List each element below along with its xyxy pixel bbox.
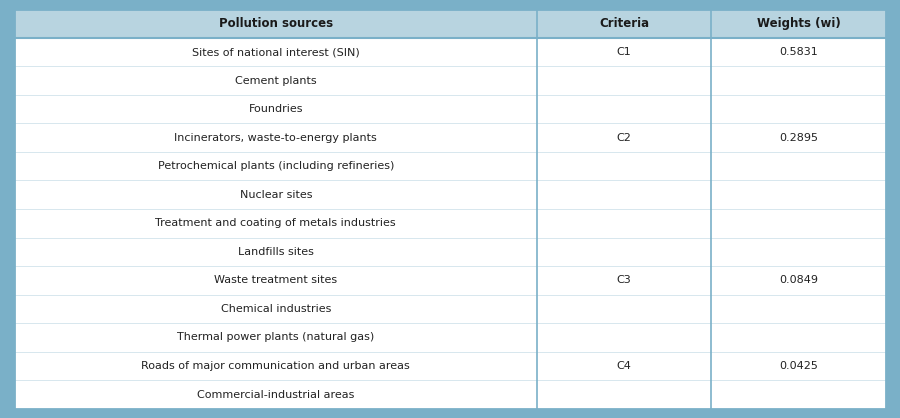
Text: Waste treatment sites: Waste treatment sites — [214, 275, 338, 285]
Text: C1: C1 — [616, 47, 632, 57]
Text: Chemical industries: Chemical industries — [220, 304, 331, 314]
Text: Foundries: Foundries — [248, 104, 303, 114]
Text: 0.5831: 0.5831 — [779, 47, 818, 57]
Text: 0.0849: 0.0849 — [779, 275, 818, 285]
Text: C2: C2 — [616, 133, 632, 143]
Text: Commercial-industrial areas: Commercial-industrial areas — [197, 390, 355, 400]
Text: Thermal power plants (natural gas): Thermal power plants (natural gas) — [177, 332, 374, 342]
Text: Treatment and coating of metals industries: Treatment and coating of metals industri… — [156, 218, 396, 228]
Text: Sites of national interest (SIN): Sites of national interest (SIN) — [192, 47, 360, 57]
Text: Nuclear sites: Nuclear sites — [239, 190, 312, 200]
Text: Landfills sites: Landfills sites — [238, 247, 314, 257]
Text: C4: C4 — [616, 361, 632, 371]
Text: Roads of major communication and urban areas: Roads of major communication and urban a… — [141, 361, 410, 371]
Text: Weights (wi): Weights (wi) — [757, 17, 841, 30]
Text: Incinerators, waste-to-energy plants: Incinerators, waste-to-energy plants — [175, 133, 377, 143]
Text: C3: C3 — [616, 275, 632, 285]
Bar — [14, 9, 886, 38]
Text: Cement plants: Cement plants — [235, 76, 317, 86]
Text: 0.2895: 0.2895 — [779, 133, 818, 143]
Text: Petrochemical plants (including refineries): Petrochemical plants (including refineri… — [158, 161, 394, 171]
Text: Criteria: Criteria — [599, 17, 649, 30]
Text: 0.0425: 0.0425 — [779, 361, 818, 371]
Text: Pollution sources: Pollution sources — [219, 17, 333, 30]
